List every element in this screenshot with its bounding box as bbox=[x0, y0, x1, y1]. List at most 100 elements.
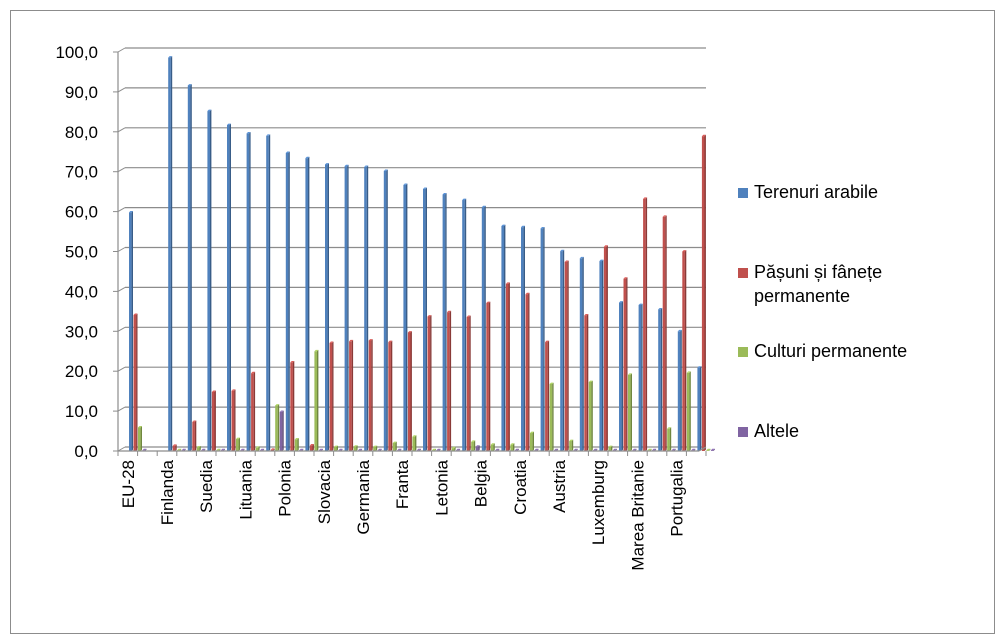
bar bbox=[588, 380, 593, 451]
bar bbox=[285, 151, 290, 451]
bar bbox=[501, 224, 506, 451]
x-category-label: Letonia bbox=[432, 459, 451, 515]
y-tick-label: 80,0 bbox=[65, 123, 98, 142]
bar bbox=[325, 163, 329, 452]
x-category-label: Belgia bbox=[472, 459, 491, 507]
gridline-depth bbox=[117, 286, 126, 292]
bar bbox=[505, 282, 510, 451]
y-tick-label: 90,0 bbox=[65, 83, 98, 102]
x-category-label: Austria bbox=[550, 459, 569, 512]
y-axis-tick-labels: 0,0 10,0 20,0 30,0 40,0 50,0 60,0 70,0 80,0 90,0 1… bbox=[55, 43, 98, 461]
bar bbox=[658, 307, 663, 451]
bar bbox=[290, 361, 295, 451]
bar bbox=[442, 193, 447, 451]
y-tick-label: 0,0 bbox=[74, 442, 98, 461]
bar bbox=[349, 339, 354, 451]
legend-label: Terenuri arabile bbox=[754, 182, 878, 202]
x-category-label: Portugalia bbox=[668, 459, 687, 536]
gridline-depth bbox=[117, 47, 126, 53]
gridline-depth bbox=[117, 446, 126, 452]
bar bbox=[451, 446, 456, 451]
bar bbox=[697, 366, 702, 451]
bar bbox=[403, 183, 408, 452]
y-tick-label: 60,0 bbox=[65, 203, 98, 222]
x-category-label: Franta bbox=[393, 459, 412, 509]
x-category-label: Marea Britanie bbox=[628, 460, 647, 571]
bar bbox=[475, 445, 480, 451]
x-category-label: Slovacia bbox=[315, 459, 334, 524]
legend-label: Altele bbox=[754, 421, 799, 441]
bar bbox=[388, 340, 393, 451]
y-tick-label: 50,0 bbox=[65, 243, 98, 262]
y-tick-label: 10,0 bbox=[65, 402, 98, 421]
gridline-depth bbox=[117, 87, 126, 93]
bar bbox=[138, 426, 142, 451]
gridlines bbox=[117, 47, 706, 452]
legend-entry: Terenuri arabile bbox=[738, 182, 878, 202]
bar bbox=[329, 341, 334, 451]
bar bbox=[192, 420, 197, 451]
bar bbox=[227, 123, 231, 451]
bar bbox=[462, 198, 467, 451]
gridline-depth bbox=[117, 247, 126, 252]
bar bbox=[682, 250, 687, 451]
bar bbox=[560, 249, 565, 451]
legend-swatch bbox=[738, 427, 748, 437]
y-tick-label: 20,0 bbox=[65, 362, 98, 381]
legend-label: Pășuni și fânețe permanente bbox=[754, 262, 882, 306]
bar bbox=[638, 303, 643, 451]
x-category-label: Luxemburg bbox=[589, 460, 608, 545]
bar bbox=[643, 197, 648, 451]
y-tick-label: 70,0 bbox=[65, 163, 98, 182]
bar bbox=[549, 382, 554, 451]
bar bbox=[314, 349, 319, 451]
bar bbox=[168, 56, 173, 451]
bar bbox=[412, 435, 417, 451]
bar bbox=[486, 301, 491, 451]
y-tick-label: 30,0 bbox=[65, 322, 98, 341]
bar bbox=[133, 313, 138, 451]
bar bbox=[255, 446, 260, 451]
axes bbox=[113, 51, 707, 456]
bar bbox=[530, 431, 534, 451]
bar bbox=[623, 277, 628, 451]
x-axis-category-labels: EU-28 Finlanda Suedia Lituania Polonia Slovac… bbox=[119, 459, 687, 570]
bar bbox=[373, 445, 378, 451]
legend-swatch bbox=[738, 347, 748, 357]
gridline-depth bbox=[117, 366, 126, 372]
gridline-depth bbox=[117, 406, 126, 412]
bar bbox=[246, 131, 251, 451]
legend: Terenuri arabile Pășuni și fânețe permanen… bbox=[738, 182, 907, 441]
bar bbox=[196, 446, 201, 451]
bar bbox=[368, 339, 373, 451]
bar bbox=[305, 156, 310, 451]
bars bbox=[129, 56, 715, 452]
bar bbox=[525, 292, 530, 451]
bar bbox=[344, 164, 349, 452]
bar bbox=[353, 445, 358, 451]
y-tick-label: 100,0 bbox=[55, 43, 98, 62]
x-category-label: Germania bbox=[354, 459, 373, 534]
x-category-label: Polonia bbox=[276, 459, 295, 516]
legend-entry: Pășuni și fânețe permanente bbox=[738, 262, 882, 306]
x-category-label: Suedia bbox=[197, 459, 216, 512]
x-category-label: Finlanda bbox=[158, 459, 177, 525]
bar bbox=[584, 313, 589, 451]
bar bbox=[471, 440, 476, 451]
bar bbox=[677, 329, 682, 451]
gridline-depth bbox=[117, 207, 126, 213]
bar bbox=[667, 427, 672, 451]
bar bbox=[275, 404, 280, 451]
x-category-label: EU-28 bbox=[119, 460, 138, 508]
bar bbox=[603, 245, 608, 451]
legend-entry: Altele bbox=[738, 421, 799, 441]
bar bbox=[579, 256, 584, 451]
bar bbox=[266, 134, 271, 452]
bar bbox=[294, 438, 299, 451]
bar bbox=[172, 444, 177, 451]
bar bbox=[628, 373, 632, 451]
bar bbox=[662, 215, 667, 451]
gridline-depth bbox=[117, 127, 126, 133]
bar bbox=[701, 134, 706, 451]
bar bbox=[619, 301, 623, 451]
